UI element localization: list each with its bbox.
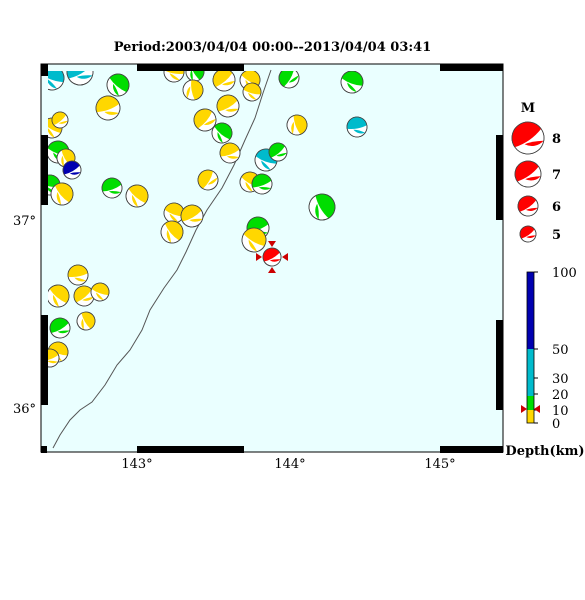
beach-ball [212, 71, 236, 92]
beach-ball [219, 142, 241, 164]
magnitude-label: 6 [552, 200, 561, 215]
magnitude-label: 8 [552, 132, 561, 147]
beach-ball [49, 317, 71, 339]
beach-ball [262, 247, 282, 267]
beach-ball [160, 220, 184, 244]
lat-label: 36° [13, 402, 36, 417]
map-title: Period:2003/04/04 00:00--2013/04/04 03:4… [113, 40, 432, 55]
beach-ball [268, 142, 288, 162]
beach-ball [185, 71, 205, 82]
beach-ball [95, 95, 121, 121]
lon-label: 143° [121, 457, 152, 472]
coastline [52, 69, 272, 449]
beach-ball [308, 193, 336, 221]
beach-ball [340, 71, 364, 94]
beach-ball [90, 282, 110, 302]
depth-band-mid [527, 396, 534, 410]
depth-legend-title: Depth(km) [505, 444, 584, 459]
depth-band-shallow [527, 410, 534, 423]
beach-ball [211, 122, 233, 144]
beach-ball [101, 177, 123, 199]
depth-band-deepest [527, 272, 534, 349]
depth-label: 20 [552, 388, 569, 403]
beach-ball [517, 195, 539, 217]
magnitude-legend-title: M [521, 101, 535, 116]
lon-label: 144° [274, 457, 305, 472]
beach-ball [182, 79, 204, 101]
depth-label: 50 [552, 343, 569, 358]
depth-label: 30 [552, 372, 569, 387]
latest-event-marker [256, 241, 288, 273]
beach-ball [48, 348, 60, 368]
beach-ball [241, 227, 267, 253]
beach-ball [51, 111, 69, 129]
depth-indicator-right [534, 405, 540, 413]
beach-ball [163, 202, 185, 224]
lon-label: 145° [424, 457, 455, 472]
depth-band-deep [527, 349, 534, 396]
beach-ball [286, 114, 308, 136]
lat-label: 37° [13, 214, 36, 229]
beach-ball [251, 173, 273, 195]
beach-ball [76, 311, 96, 331]
beach-ball [242, 82, 262, 102]
depth-label: 0 [552, 417, 560, 432]
beach-ball [125, 184, 149, 208]
beach-ball [66, 71, 94, 86]
beach-ball [346, 116, 368, 138]
beach-ball [67, 264, 89, 286]
beach-ball [193, 108, 217, 132]
beach-ball [106, 73, 130, 97]
beach-ball [514, 160, 542, 188]
beach-ball [180, 204, 204, 228]
beach-ball [48, 284, 70, 308]
beach-ball [48, 71, 65, 91]
beach-ball [519, 225, 537, 243]
map-frame [41, 64, 503, 453]
beach-ball [50, 182, 74, 206]
magnitude-label: 5 [552, 228, 561, 243]
beach-ball [163, 71, 185, 83]
magnitude-label: 7 [552, 168, 561, 183]
beach-ball [197, 169, 219, 191]
depth-label: 100 [552, 266, 577, 281]
depth-indicator-left [521, 405, 527, 413]
beach-ball [216, 94, 240, 118]
beach-ball [62, 160, 82, 180]
depth-label: 10 [552, 404, 569, 419]
beach-ball [511, 121, 545, 155]
beach-ball [278, 71, 300, 89]
